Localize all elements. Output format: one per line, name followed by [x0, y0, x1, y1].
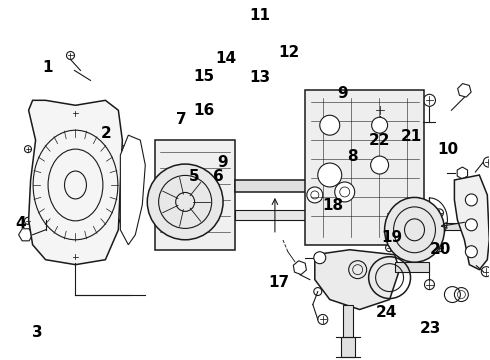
Circle shape [307, 187, 323, 203]
Circle shape [335, 182, 355, 202]
Ellipse shape [385, 197, 444, 262]
Polygon shape [294, 261, 306, 275]
Polygon shape [19, 229, 33, 241]
Text: 20: 20 [430, 242, 451, 257]
Polygon shape [121, 135, 145, 245]
Text: 12: 12 [278, 45, 299, 60]
Circle shape [370, 156, 389, 174]
Text: 10: 10 [437, 142, 458, 157]
Polygon shape [458, 84, 471, 97]
Text: 22: 22 [368, 133, 390, 148]
Polygon shape [454, 175, 490, 270]
Text: 8: 8 [347, 149, 358, 164]
Polygon shape [343, 305, 353, 339]
Text: 6: 6 [213, 169, 223, 184]
Polygon shape [28, 100, 122, 265]
Text: 21: 21 [400, 130, 422, 144]
Text: 5: 5 [188, 169, 199, 184]
Text: 13: 13 [249, 70, 270, 85]
Text: 24: 24 [376, 305, 397, 320]
Text: 2: 2 [100, 126, 111, 141]
Polygon shape [315, 250, 399, 310]
Text: 1: 1 [42, 59, 52, 75]
Text: 17: 17 [269, 275, 290, 290]
Polygon shape [305, 90, 424, 245]
Polygon shape [457, 167, 467, 179]
Circle shape [466, 246, 477, 258]
Circle shape [320, 115, 340, 135]
Circle shape [371, 117, 388, 133]
Polygon shape [341, 337, 355, 357]
Text: 14: 14 [215, 50, 236, 66]
Text: 19: 19 [381, 230, 402, 245]
Text: 3: 3 [32, 325, 43, 340]
Text: 23: 23 [420, 321, 441, 336]
Polygon shape [235, 180, 410, 192]
Text: 9: 9 [338, 86, 348, 102]
Circle shape [466, 194, 477, 206]
Polygon shape [444, 223, 479, 230]
Polygon shape [155, 140, 235, 250]
Text: 15: 15 [193, 68, 214, 84]
Text: 11: 11 [249, 8, 270, 23]
Text: 9: 9 [218, 154, 228, 170]
Text: 18: 18 [322, 198, 343, 213]
Text: 16: 16 [193, 103, 214, 118]
Text: 4: 4 [15, 216, 25, 230]
Circle shape [318, 163, 342, 187]
Text: 7: 7 [176, 112, 187, 126]
Polygon shape [235, 210, 360, 220]
Circle shape [314, 252, 326, 264]
Ellipse shape [147, 164, 223, 240]
Circle shape [466, 219, 477, 231]
Polygon shape [394, 262, 429, 272]
